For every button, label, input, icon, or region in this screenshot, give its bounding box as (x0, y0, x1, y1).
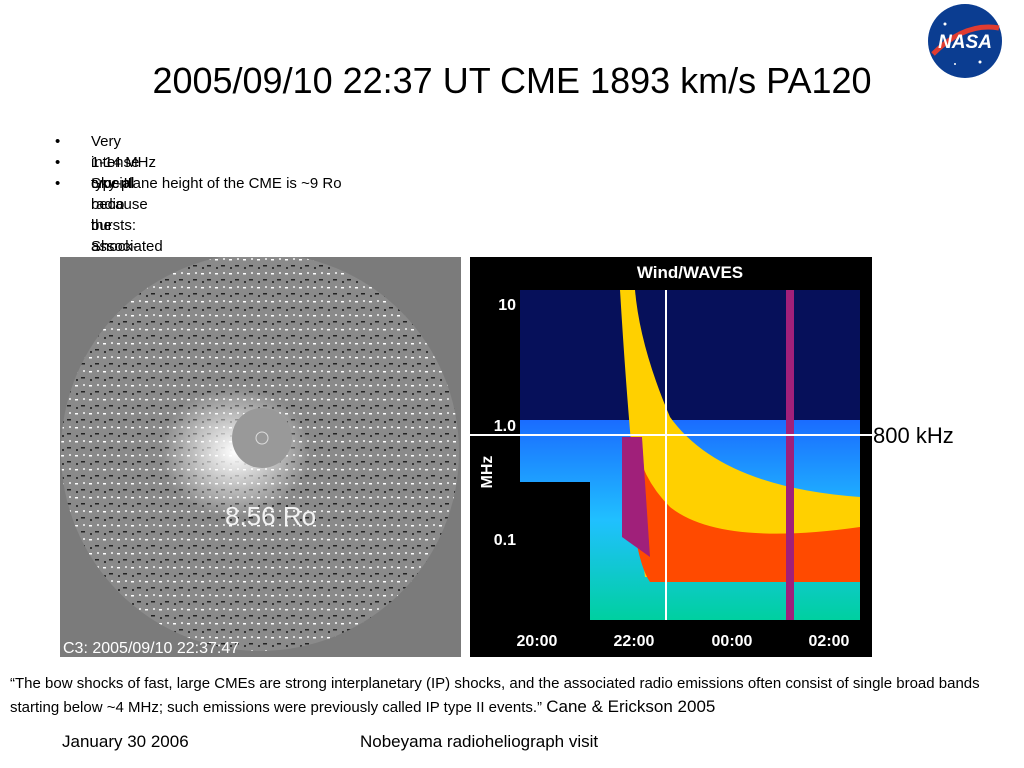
y-label: 10 (498, 297, 516, 314)
bullet-list: • Very intense type II radio bursts: Shoc… (55, 131, 342, 318)
quote-text: “The bow shocks of fast, large CMEs are … (10, 675, 980, 716)
height-label: 8.56 Ro (225, 501, 316, 531)
y-label: 0.1 (494, 532, 516, 549)
footer-event: Nobeyama radioheliograph visit (360, 732, 599, 751)
coronagraph-image: 8.56 Ro C3: 2005/09/10 22:37:47 (60, 257, 461, 657)
x-label: 22:00 (614, 633, 655, 650)
y-label: 1.0 (494, 418, 516, 435)
bullet: • Very intense type II radio bursts: Shoc… (55, 131, 154, 318)
axis-label: MHz (479, 456, 496, 489)
spectrogram-image: Wind/WAVES 10 1.0 0.1 MHz 20:00 22:00 00… (470, 257, 872, 657)
x-label: 02:00 (809, 633, 850, 650)
quote-citation: Cane & Erickson 2005 (546, 697, 716, 716)
footer-date: January 30 2006 (62, 732, 189, 751)
slide-title: 2005/09/10 22:37 UT CME 1893 km/s PA120 (152, 60, 872, 101)
bullet-text: Sky-plane height of the CME is ~9 Ro (91, 175, 342, 192)
quote: “The bow shocks of fast, large CMEs are … (10, 672, 1020, 719)
x-label: 20:00 (517, 633, 558, 650)
marker-label: 800 kHz (873, 423, 954, 448)
bullet: • 1-14 MHz crucial because the associated… (55, 152, 163, 318)
spectrogram-title: Wind/WAVES (637, 263, 743, 282)
nasa-logo: NASA (928, 4, 1002, 78)
logo-text: NASA (938, 32, 992, 53)
bullet: • Sky-plane height of the CME is ~9 Ro (55, 175, 342, 192)
x-label: 00:00 (712, 633, 753, 650)
image-caption: C3: 2005/09/10 22:37:47 (63, 640, 239, 657)
